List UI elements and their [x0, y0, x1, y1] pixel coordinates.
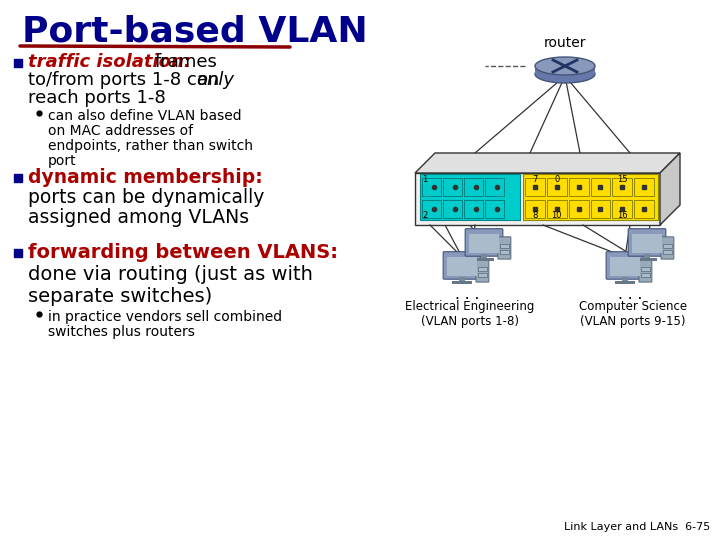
Bar	[612, 178, 632, 196]
Bar	[590, 178, 611, 196]
Bar	[525, 178, 545, 196]
Bar	[546, 200, 567, 218]
Bar	[485, 200, 504, 218]
Text: dynamic membership:: dynamic membership:	[28, 168, 263, 187]
Bar	[464, 200, 483, 218]
Text: Port-based VLAN: Port-based VLAN	[22, 15, 368, 49]
Text: port: port	[48, 154, 76, 168]
Text: 15: 15	[617, 176, 628, 185]
Text: . . .: . . .	[455, 287, 480, 302]
Polygon shape	[415, 153, 680, 173]
FancyBboxPatch shape	[661, 237, 674, 259]
Text: Electrical Engineering
(VLAN ports 1-8): Electrical Engineering (VLAN ports 1-8)	[405, 300, 535, 328]
Bar	[663, 244, 672, 247]
Bar	[478, 267, 487, 271]
Text: ports can be dynamically: ports can be dynamically	[28, 188, 264, 207]
Bar	[634, 200, 654, 218]
Bar	[469, 234, 499, 253]
Text: 10: 10	[552, 211, 562, 219]
Text: router: router	[544, 36, 586, 50]
Bar	[590, 200, 611, 218]
FancyBboxPatch shape	[498, 237, 511, 259]
Bar	[459, 276, 464, 281]
Bar	[535, 66, 595, 74]
Bar	[523, 174, 658, 220]
FancyBboxPatch shape	[639, 260, 652, 282]
Text: forwarding between VLANS:: forwarding between VLANS:	[28, 243, 338, 262]
Ellipse shape	[535, 57, 595, 75]
Text: switches plus routers: switches plus routers	[48, 325, 195, 339]
Ellipse shape	[535, 65, 595, 83]
Text: traffic isolation:: traffic isolation:	[28, 53, 191, 71]
FancyBboxPatch shape	[476, 260, 489, 282]
Bar	[452, 281, 472, 284]
Text: endpoints, rather than switch: endpoints, rather than switch	[48, 139, 253, 153]
Text: 8: 8	[532, 211, 538, 219]
Text: assigned among VLANs: assigned among VLANs	[28, 208, 249, 227]
Bar	[500, 244, 508, 247]
Bar	[569, 200, 588, 218]
Text: 7: 7	[532, 176, 538, 185]
Bar	[446, 257, 477, 275]
Bar	[644, 253, 649, 259]
Text: frames: frames	[155, 53, 218, 71]
Bar	[474, 258, 494, 261]
Bar	[663, 250, 672, 253]
Bar	[631, 234, 662, 253]
Bar	[422, 200, 441, 218]
Text: can also define VLAN based: can also define VLAN based	[48, 109, 242, 123]
Text: only: only	[196, 71, 234, 89]
Bar	[641, 267, 649, 271]
Bar	[482, 253, 487, 259]
Bar	[623, 276, 628, 281]
Bar	[443, 178, 462, 196]
Bar	[636, 258, 657, 261]
Text: to/from ports 1-8 can: to/from ports 1-8 can	[28, 71, 225, 89]
Text: done via routing (just as with: done via routing (just as with	[28, 265, 313, 284]
Bar	[634, 178, 654, 196]
Bar	[415, 173, 660, 225]
Bar	[610, 257, 640, 275]
Bar	[464, 178, 483, 196]
Bar	[641, 273, 649, 276]
Text: separate switches): separate switches)	[28, 287, 212, 306]
Text: 1: 1	[422, 176, 427, 185]
FancyBboxPatch shape	[465, 229, 503, 256]
Bar	[422, 178, 441, 196]
Bar	[500, 250, 508, 253]
Bar	[478, 273, 487, 276]
Text: Link Layer and LANs  6-75: Link Layer and LANs 6-75	[564, 522, 710, 532]
Bar	[612, 200, 632, 218]
Text: 2: 2	[422, 212, 427, 220]
FancyBboxPatch shape	[443, 252, 481, 279]
Bar	[420, 174, 520, 220]
FancyBboxPatch shape	[628, 229, 666, 256]
Text: on MAC addresses of: on MAC addresses of	[48, 124, 193, 138]
Text: 0: 0	[554, 176, 559, 185]
Bar	[569, 178, 588, 196]
Bar	[14, 174, 22, 182]
FancyBboxPatch shape	[606, 252, 644, 279]
Bar	[546, 178, 567, 196]
Text: in practice vendors sell combined: in practice vendors sell combined	[48, 310, 282, 324]
Bar	[14, 249, 22, 257]
Bar	[14, 59, 22, 67]
Bar	[525, 200, 545, 218]
Polygon shape	[660, 153, 680, 225]
Text: 16: 16	[617, 211, 628, 219]
Text: reach ports 1-8: reach ports 1-8	[28, 89, 166, 107]
Text: Computer Science
(VLAN ports 9-15): Computer Science (VLAN ports 9-15)	[579, 300, 687, 328]
Bar	[443, 200, 462, 218]
Text: . . .: . . .	[618, 287, 642, 302]
Bar	[485, 178, 504, 196]
Bar	[615, 281, 635, 284]
